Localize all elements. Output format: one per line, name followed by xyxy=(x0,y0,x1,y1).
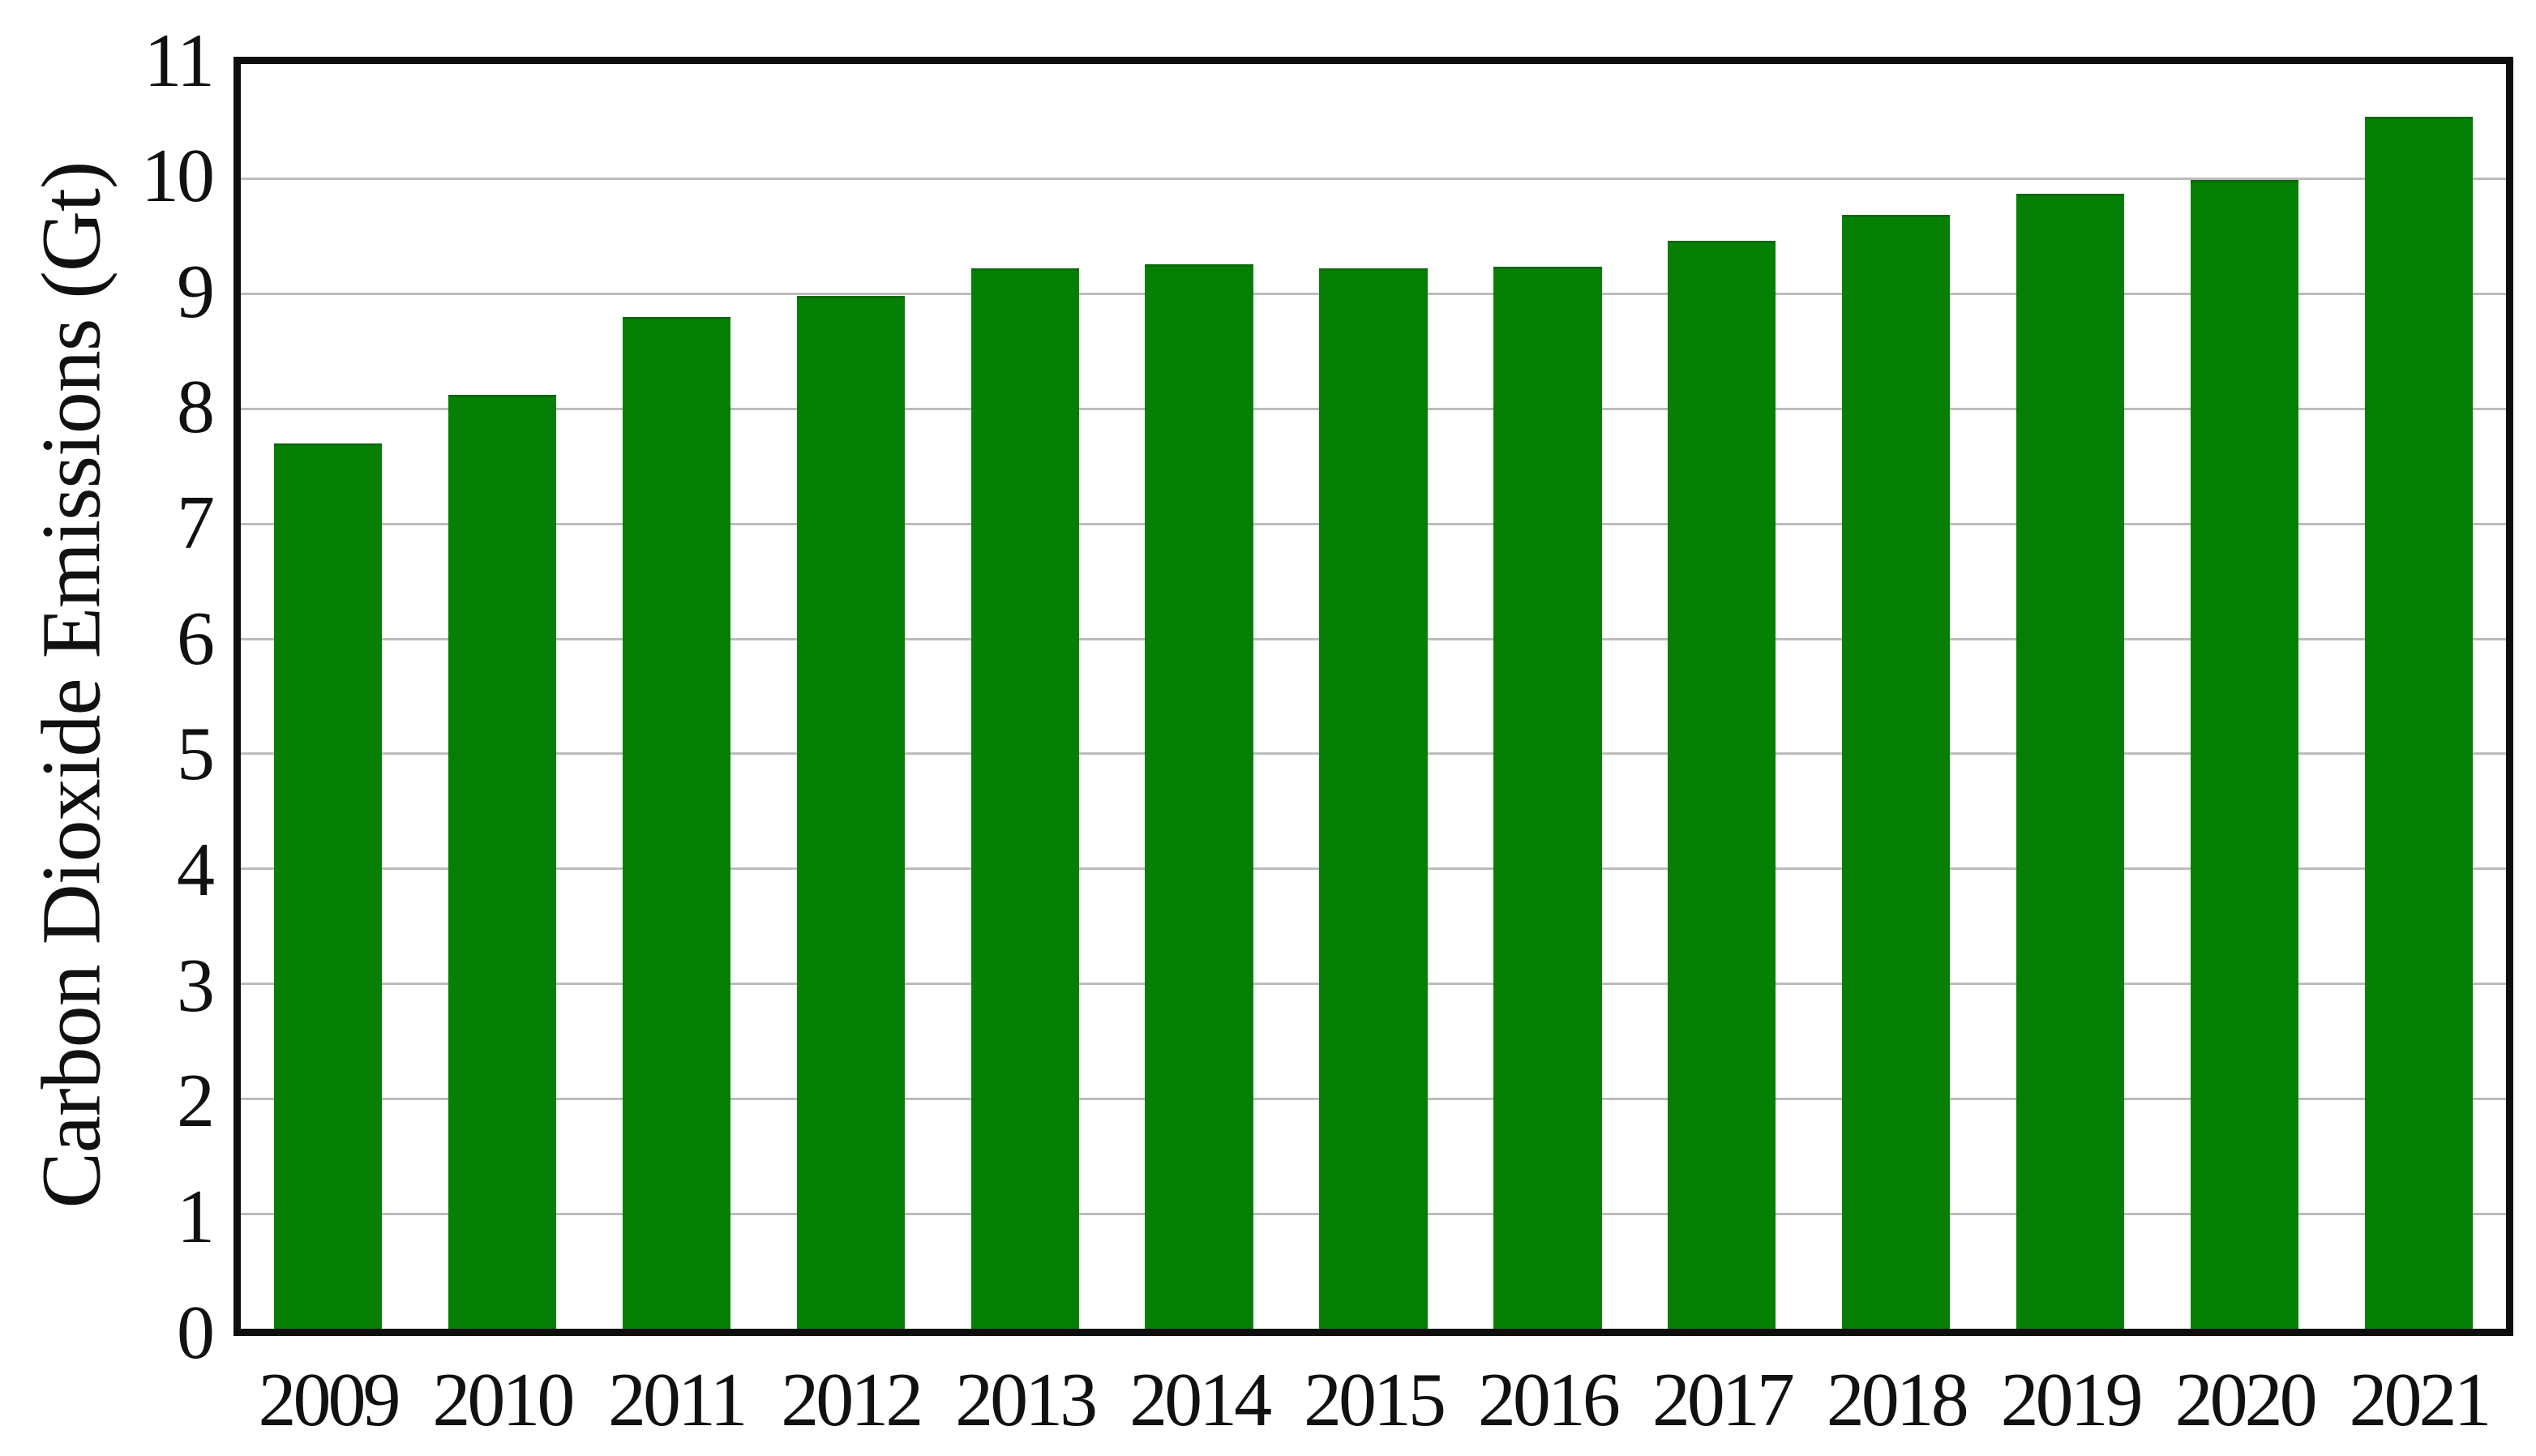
bar-slot-2013 xyxy=(938,64,1112,1329)
y-tick-label-1: 1 xyxy=(177,1174,215,1259)
bar-2016 xyxy=(1493,266,1602,1329)
bar-2014 xyxy=(1145,263,1253,1329)
bar-2019 xyxy=(2016,194,2125,1329)
bar-2015 xyxy=(1319,268,1428,1329)
bar-2018 xyxy=(1842,214,1951,1329)
bar-2012 xyxy=(796,296,905,1329)
x-tick-label-2015: 2015 xyxy=(1303,1358,1446,1442)
bar-slot-2009 xyxy=(241,64,415,1329)
y-tick-label-3: 3 xyxy=(177,943,215,1028)
bar-slot-2021 xyxy=(2332,64,2506,1329)
bar-slot-2010 xyxy=(415,64,589,1329)
x-tick-label-2020: 2020 xyxy=(2174,1358,2318,1442)
bar-slot-2016 xyxy=(1460,64,1634,1329)
bar-slot-2011 xyxy=(589,64,764,1329)
x-tick-label-2016: 2016 xyxy=(1477,1358,1621,1442)
y-tick-label-7: 7 xyxy=(177,481,215,566)
plot-frame xyxy=(233,57,2513,1336)
plot-area xyxy=(241,64,2506,1329)
bar-slot-2020 xyxy=(2157,64,2332,1329)
y-tick-label-4: 4 xyxy=(177,827,215,912)
bar-2021 xyxy=(2364,117,2474,1329)
gridline-10 xyxy=(241,178,2506,181)
y-tick-label-10: 10 xyxy=(141,134,215,219)
x-tick-label-2012: 2012 xyxy=(781,1358,923,1442)
y-tick-label-6: 6 xyxy=(177,596,215,681)
bar-slot-2014 xyxy=(1112,64,1287,1329)
bar-2017 xyxy=(1668,241,1776,1329)
y-tick-label-5: 5 xyxy=(177,712,215,797)
y-tick-label-2: 2 xyxy=(177,1059,215,1144)
y-tick-label-11: 11 xyxy=(144,18,215,103)
bar-slot-2015 xyxy=(1287,64,1461,1329)
bar-slot-2017 xyxy=(1634,64,1809,1329)
x-tick-label-2019: 2019 xyxy=(2000,1358,2144,1442)
x-tick-label-2014: 2014 xyxy=(1129,1358,1272,1442)
bar-slot-2019 xyxy=(1983,64,2157,1329)
bar-2010 xyxy=(448,395,556,1329)
x-tick-label-2013: 2013 xyxy=(955,1358,1098,1442)
bar-2020 xyxy=(2190,180,2299,1329)
x-tick-label-2009: 2009 xyxy=(258,1358,401,1442)
bar-2009 xyxy=(273,443,383,1329)
bar-slot-2018 xyxy=(1809,64,1983,1329)
y-tick-label-0: 0 xyxy=(177,1290,215,1375)
y-tick-label-9: 9 xyxy=(177,249,215,334)
y-tick-label-8: 8 xyxy=(177,365,215,450)
x-tick-label-2018: 2018 xyxy=(1826,1358,1969,1442)
x-axis-tick-labels: 2009 2010 2011 2012 2013 2014 2015 2016 2017 2018… xyxy=(241,1347,2506,1453)
x-tick-label-2017: 2017 xyxy=(1651,1358,1795,1442)
bar-2011 xyxy=(622,317,730,1329)
x-tick-label-2010: 2010 xyxy=(432,1358,575,1442)
bar-2013 xyxy=(970,268,1079,1329)
bars-row xyxy=(241,64,2506,1329)
x-tick-label-2011: 2011 xyxy=(608,1358,748,1442)
bar-slot-2012 xyxy=(764,64,938,1329)
x-tick-label-2021: 2021 xyxy=(2349,1358,2492,1442)
